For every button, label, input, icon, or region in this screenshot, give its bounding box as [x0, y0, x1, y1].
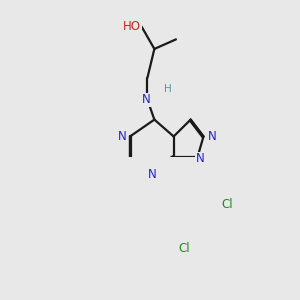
Text: H: H [164, 84, 172, 94]
Text: N: N [118, 130, 126, 143]
Text: N: N [196, 152, 205, 165]
Text: N: N [141, 94, 150, 106]
Text: N: N [148, 168, 156, 181]
Text: Cl: Cl [178, 242, 190, 255]
Text: N: N [207, 130, 216, 143]
Text: Cl: Cl [222, 198, 233, 212]
Text: HO: HO [123, 20, 141, 33]
